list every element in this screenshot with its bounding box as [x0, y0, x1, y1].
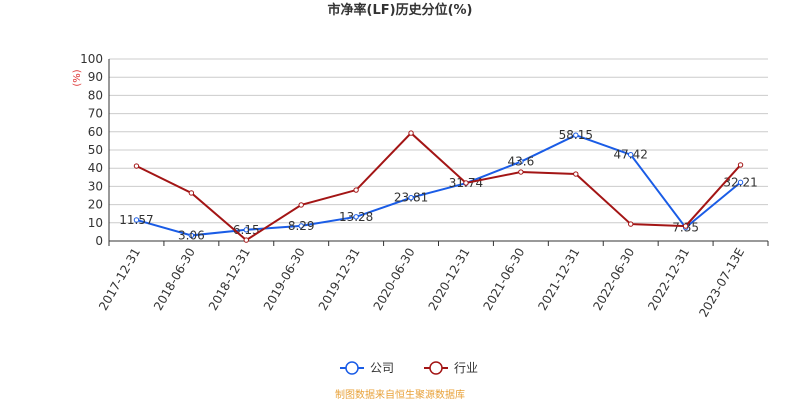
point [737, 179, 744, 186]
data-label: 58.15 [559, 128, 593, 142]
chart-title: 市净率(LF)历史分位(%) [328, 2, 473, 18]
x-tick-label: 2018-12-31 [206, 246, 253, 313]
x-tick-label: 2021-12-31 [535, 246, 582, 313]
point [408, 130, 414, 136]
series-line [136, 131, 742, 242]
x-tick-label: 2019-06-30 [261, 246, 308, 313]
x-tick-label: 2023-07-13E [696, 246, 747, 320]
x-tick-label: 2019-12-31 [316, 246, 363, 313]
y-tick-label: 40 [88, 161, 103, 175]
x-tick-label: 2021-06-30 [480, 246, 527, 313]
point [573, 132, 579, 138]
x-tick-label: 2022-12-31 [645, 246, 692, 313]
point [518, 158, 524, 165]
point [628, 221, 634, 227]
data-label: 3.06 [178, 228, 205, 242]
point [408, 194, 414, 201]
point [463, 180, 469, 186]
y-tick-label: 80 [88, 88, 103, 102]
y-tick-label: 90 [88, 70, 103, 84]
x-tick-label: 2020-06-30 [371, 246, 418, 313]
point [682, 223, 689, 229]
data-label: 43.6 [508, 155, 535, 169]
y-tick-label: 0 [95, 234, 103, 248]
point [353, 214, 359, 220]
data-label: 11.57 [119, 213, 153, 227]
data-label: 32.21 [723, 175, 757, 189]
legend-label: 行业 [454, 361, 478, 375]
y-tick-label: 10 [88, 216, 103, 230]
legend-marker [429, 361, 443, 375]
y-tick-label: 70 [88, 107, 103, 121]
point [298, 223, 304, 229]
footer: 制图数据来自恒生聚源数据库 [335, 388, 465, 400]
point [188, 232, 195, 239]
data-label: 8.29 [288, 219, 315, 233]
y-tick-label: 20 [88, 198, 103, 212]
x-tick-label: 2018-06-30 [151, 246, 198, 313]
legend-label: 公司 [370, 361, 394, 375]
point [737, 162, 744, 168]
data-label: 47.42 [614, 148, 648, 162]
point [518, 169, 524, 175]
y-tick-label: 30 [88, 179, 103, 193]
y-tick-label: 50 [88, 143, 103, 157]
legend-marker [345, 361, 359, 375]
point [243, 237, 249, 243]
point [353, 187, 359, 193]
point [628, 151, 634, 158]
point [133, 217, 140, 223]
point [133, 163, 140, 169]
point [573, 171, 579, 177]
point [298, 202, 304, 208]
x-tick-label: 2017-12-31 [96, 246, 143, 313]
x-tick-label: 2020-12-31 [426, 246, 473, 313]
x-tick-label: 2022-06-30 [590, 246, 637, 313]
data-label: 23.81 [394, 191, 428, 205]
y-axis-label: (%) [72, 69, 83, 86]
data-label: 13.28 [339, 210, 373, 224]
series-line [136, 134, 742, 237]
y-tick-label: 100 [80, 52, 103, 66]
point [243, 227, 249, 233]
y-tick-label: 60 [88, 125, 103, 139]
point [188, 190, 195, 196]
